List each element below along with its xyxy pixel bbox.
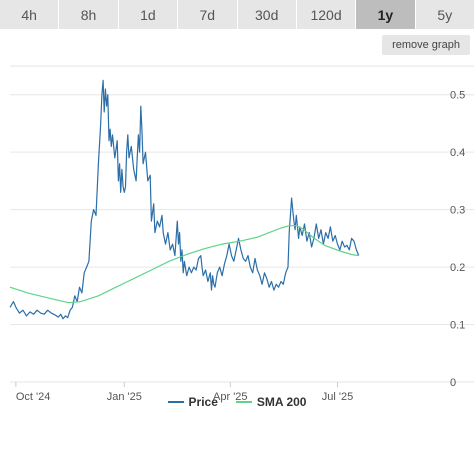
price-series-line — [9, 79, 360, 320]
tab-1d[interactable]: 1d — [118, 0, 179, 29]
legend-item-price[interactable]: Price — [167, 395, 218, 409]
legend-item-sma[interactable]: SMA 200 — [235, 395, 307, 409]
y-tick-label: 0.5 — [450, 90, 465, 102]
tab-120d[interactable]: 120d — [296, 0, 357, 29]
remove-graph-button[interactable]: remove graph — [382, 35, 470, 55]
tab-4h[interactable]: 4h — [0, 0, 60, 29]
y-tick-label: 0.4 — [450, 147, 465, 159]
x-tick-label: Jan '25 — [107, 391, 142, 403]
chart-legend: Price SMA 200 — [0, 394, 474, 410]
legend-sma-swatch — [235, 401, 252, 403]
tab-5y[interactable]: 5y — [415, 0, 474, 29]
x-tick-label: Oct '24 — [16, 391, 51, 403]
tab-8h[interactable]: 8h — [59, 0, 119, 29]
legend-price-swatch — [167, 401, 184, 403]
tab-30d[interactable]: 30d — [237, 0, 297, 29]
tab-7d[interactable]: 7d — [178, 0, 238, 29]
y-tick-label: 0 — [450, 377, 456, 389]
timeframe-tabs: 4h 8h 1d 7d 30d 120d 1y 5y — [0, 0, 474, 29]
x-tick-label: Jul '25 — [322, 391, 353, 403]
y-tick-label: 0.3 — [450, 205, 465, 217]
tab-1y[interactable]: 1y — [356, 0, 416, 29]
legend-sma-label: SMA 200 — [256, 395, 307, 409]
y-tick-label: 0.2 — [450, 262, 465, 274]
y-tick-label: 0.1 — [450, 320, 465, 332]
x-tick-label: Apr '25 — [213, 391, 248, 403]
sma-series-line — [9, 225, 359, 304]
legend-price-label: Price — [188, 395, 218, 409]
